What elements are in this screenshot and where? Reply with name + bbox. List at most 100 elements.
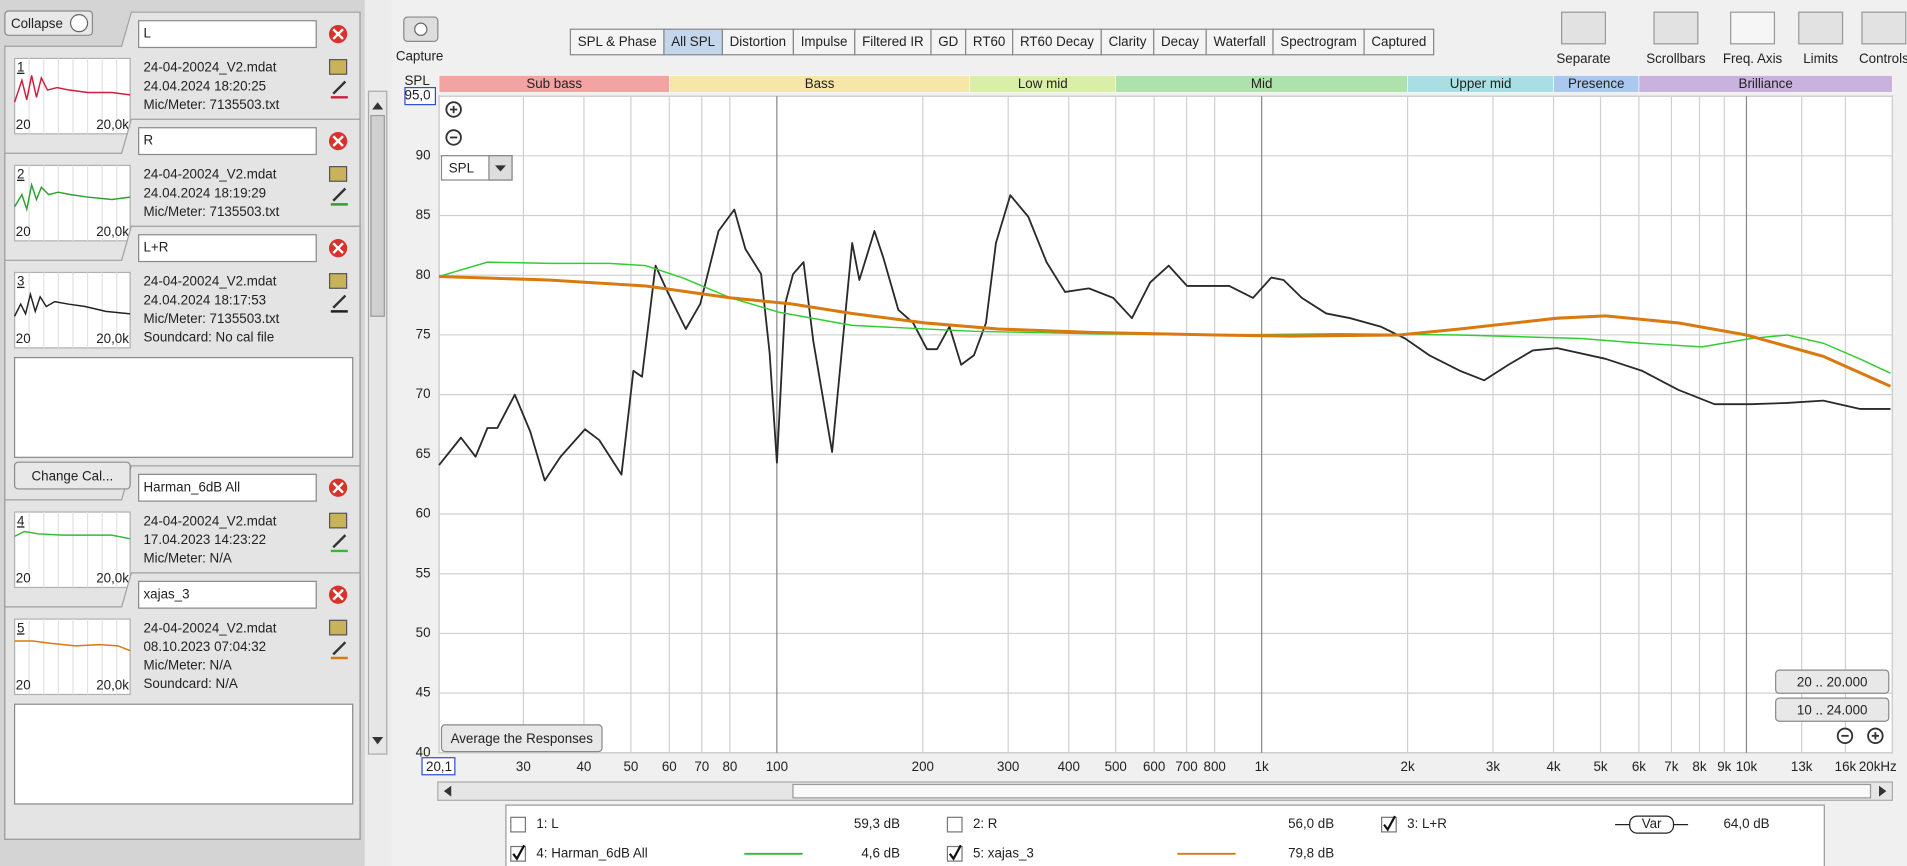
pen-icon[interactable] [332,641,347,656]
view-tab[interactable] [965,28,1014,56]
measurement-name[interactable]: L [144,26,151,41]
range-button-label[interactable]: 20 .. 20.000 [1797,674,1868,689]
view-tab-label[interactable]: SPL & Phase [578,34,657,49]
change-cal-button-label[interactable]: Change Cal... [32,468,114,483]
horizontal-scroll-thumb[interactable] [792,783,1872,799]
name-input[interactable] [138,20,317,49]
name-input[interactable] [138,580,317,609]
view-tab-label[interactable]: GD [938,34,958,49]
legend-checkbox[interactable] [510,816,527,833]
view-tab-label[interactable]: Distortion [730,34,786,49]
thumbnail-axis-start: 20 [16,224,31,239]
legend-label[interactable]: 5: xajas_3 [973,845,1034,860]
tool-label[interactable]: Controls [1859,51,1907,66]
view-tab[interactable] [721,28,795,56]
pen-icon[interactable] [332,534,347,549]
legend-check [948,844,962,861]
legend-label[interactable]: 2: R [973,816,998,831]
pen-icon[interactable] [332,187,347,202]
view-tab[interactable] [569,28,665,56]
edit-icon[interactable] [328,512,348,529]
y-tick-label: 95,0 [405,88,431,103]
scroll-right[interactable] [1879,785,1887,797]
edit-icon[interactable] [328,59,348,75]
view-tab-label[interactable]: Decay [1161,34,1199,49]
pen-icon[interactable] [332,80,347,95]
spl-select-caret [494,165,506,172]
spl-select-label[interactable]: SPL [449,161,474,176]
legend-label[interactable]: 4: Harman_6dB All [536,845,647,860]
scroll-left[interactable] [443,785,452,797]
measurement-info: 17.04.2023 14:23:22 [144,532,267,547]
collapse-button-label[interactable]: Collapse [11,16,63,31]
view-tab[interactable] [1153,28,1207,56]
change-cal-button[interactable] [13,461,131,490]
x-tick-label: 30 [516,759,531,774]
pen-icon[interactable] [332,294,347,309]
measurement-name[interactable]: L+R [144,240,169,255]
view-tab-label[interactable]: Waterfall [1213,34,1265,49]
tool-icon[interactable] [1798,11,1844,45]
measurement-info: Mic/Meter: 7135503.txt [144,311,280,326]
notes-box[interactable] [13,703,354,805]
legend-level: 56,0 dB [1288,816,1334,831]
x-tick-label: 7k [1664,759,1678,774]
legend-label[interactable]: 3: L+R [1407,816,1447,831]
range-button[interactable] [1775,669,1890,694]
name-input[interactable] [138,473,317,502]
capture-label[interactable]: Capture [396,49,444,64]
tool-icon[interactable] [1560,11,1606,45]
view-tab-label[interactable]: Impulse [801,34,848,49]
range-button[interactable] [1775,697,1890,722]
view-tab[interactable] [792,28,856,56]
measurement-name[interactable]: Harman_6dB All [144,479,241,494]
notes-box[interactable] [13,356,354,458]
name-input[interactable] [138,127,317,156]
range-button-label[interactable]: 10 .. 24.000 [1797,702,1868,717]
view-tab-label[interactable]: RT60 Decay [1020,34,1094,49]
average-button-label[interactable]: Average the Responses [451,731,594,746]
view-tab[interactable] [1205,28,1274,56]
edit-icon[interactable] [328,166,348,182]
tool-icon[interactable] [1861,11,1907,45]
tool-icon[interactable] [1653,11,1699,45]
measurement-info: Mic/Meter: N/A [144,551,232,566]
scroll-up[interactable] [372,102,384,110]
view-tab-label[interactable]: Clarity [1109,34,1147,49]
tool-label[interactable]: Separate [1556,51,1610,66]
view-tab[interactable] [1363,28,1435,56]
edit-icon[interactable] [328,273,348,289]
tool-label[interactable]: Limits [1803,51,1838,66]
edit-icon[interactable] [328,619,348,636]
average-button[interactable] [440,724,603,753]
tool-label[interactable]: Freq. Axis [1723,51,1783,66]
view-tab-label[interactable]: RT60 [973,34,1005,49]
legend-checkbox[interactable] [946,816,963,833]
x-tick-label: 9k [1717,759,1731,774]
collapse-button[interactable] [4,10,94,36]
legend-check [1383,815,1396,832]
measurement-name[interactable]: R [144,133,154,148]
tool-icon[interactable] [1730,11,1776,45]
legend-var-label[interactable]: Var [1642,816,1662,831]
measurement-name[interactable]: xajas_3 [144,586,190,601]
legend-label[interactable]: 1: L [536,816,558,831]
thumbnail-axis-end: 20,0k [96,331,129,346]
tool-label[interactable]: Scrollbars [1646,51,1706,66]
measurement-info: 24.04.2024 18:17:53 [144,292,267,307]
view-tab[interactable] [854,28,932,56]
view-tab-label[interactable]: Spectrogram [1280,34,1356,49]
thumbnail-index: 2 [17,167,24,182]
view-tab[interactable] [1272,28,1365,56]
band-label: Brilliance [1739,76,1793,91]
y-tick-label: 90 [416,147,431,162]
vertical-scroll-thumb[interactable] [370,114,385,317]
view-tab-label[interactable]: All SPL [671,34,715,49]
view-tab-label[interactable]: Filtered IR [862,34,924,49]
scroll-down[interactable] [372,737,384,745]
name-input[interactable] [138,234,317,263]
legend-var-box[interactable] [1629,815,1675,834]
measurement-info: Mic/Meter: 7135503.txt [144,204,280,219]
x-tick-label: 16k [1835,759,1857,774]
view-tab-label[interactable]: Captured [1371,34,1426,49]
